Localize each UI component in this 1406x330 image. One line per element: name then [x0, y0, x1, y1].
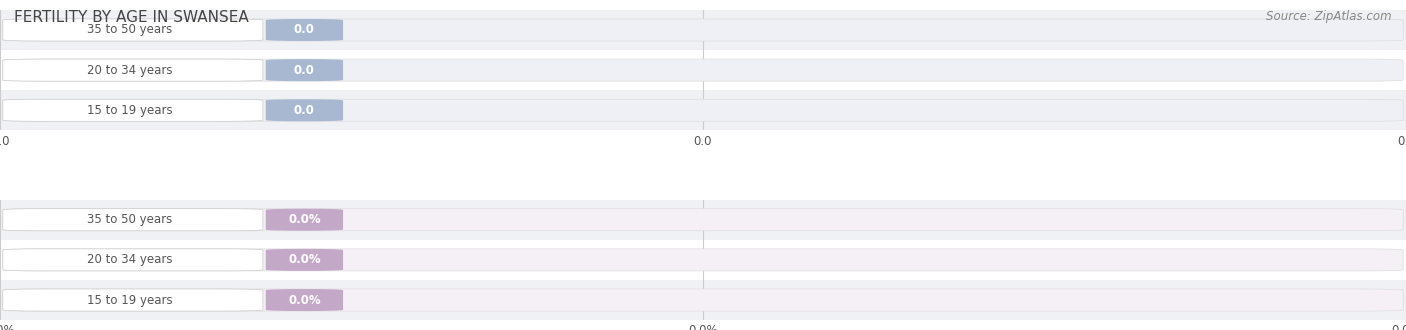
- FancyBboxPatch shape: [266, 59, 343, 81]
- FancyBboxPatch shape: [266, 209, 343, 231]
- FancyBboxPatch shape: [266, 289, 343, 311]
- Text: 15 to 19 years: 15 to 19 years: [87, 104, 173, 117]
- Text: 35 to 50 years: 35 to 50 years: [87, 23, 173, 37]
- FancyBboxPatch shape: [3, 19, 1403, 41]
- FancyBboxPatch shape: [3, 59, 263, 81]
- Text: 0.0: 0.0: [294, 23, 315, 37]
- Text: 0.0: 0.0: [294, 104, 315, 117]
- Bar: [0, 280, 1406, 320]
- FancyBboxPatch shape: [3, 209, 263, 231]
- FancyBboxPatch shape: [3, 289, 1403, 311]
- FancyBboxPatch shape: [3, 99, 263, 121]
- FancyBboxPatch shape: [3, 249, 1403, 271]
- FancyBboxPatch shape: [3, 249, 263, 271]
- Bar: [0, 90, 1406, 130]
- Text: 20 to 34 years: 20 to 34 years: [87, 253, 173, 266]
- Text: 20 to 34 years: 20 to 34 years: [87, 64, 173, 77]
- FancyBboxPatch shape: [3, 19, 263, 41]
- FancyBboxPatch shape: [3, 209, 1403, 231]
- Bar: [0, 200, 1406, 240]
- Bar: [0, 10, 1406, 50]
- Text: 15 to 19 years: 15 to 19 years: [87, 293, 173, 307]
- Text: 0.0: 0.0: [294, 64, 315, 77]
- Text: 0.0%: 0.0%: [288, 293, 321, 307]
- Text: FERTILITY BY AGE IN SWANSEA: FERTILITY BY AGE IN SWANSEA: [14, 10, 249, 25]
- Bar: [0, 50, 1406, 90]
- FancyBboxPatch shape: [3, 289, 263, 311]
- Text: 35 to 50 years: 35 to 50 years: [87, 213, 173, 226]
- FancyBboxPatch shape: [266, 99, 343, 121]
- Bar: [0, 240, 1406, 280]
- FancyBboxPatch shape: [3, 99, 1403, 121]
- FancyBboxPatch shape: [266, 19, 343, 41]
- Text: Source: ZipAtlas.com: Source: ZipAtlas.com: [1267, 10, 1392, 23]
- Text: 0.0%: 0.0%: [288, 213, 321, 226]
- Text: 0.0%: 0.0%: [288, 253, 321, 266]
- FancyBboxPatch shape: [3, 59, 1403, 81]
- FancyBboxPatch shape: [266, 249, 343, 271]
